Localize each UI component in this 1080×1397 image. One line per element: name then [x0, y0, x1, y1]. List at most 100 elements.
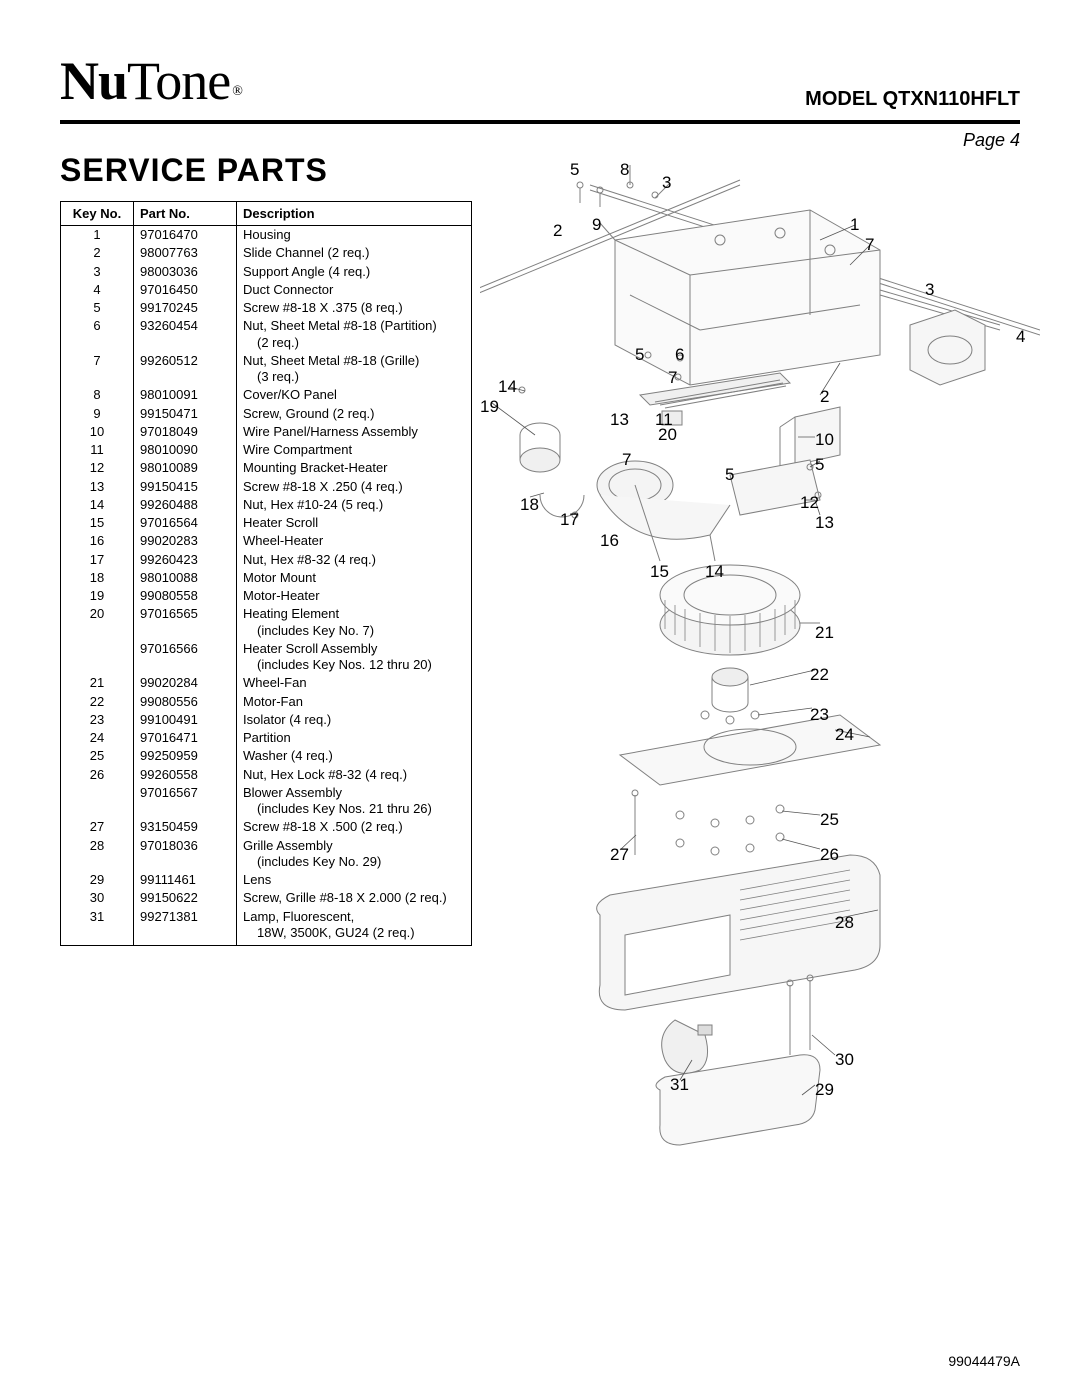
callout-number: 7: [622, 450, 631, 470]
cell-key: 31: [61, 908, 134, 946]
cell-key: 28: [61, 837, 134, 872]
callout-number: 5: [635, 345, 644, 365]
table-row: 398003036Support Angle (4 req.): [61, 263, 471, 281]
cell-key: 14: [61, 496, 134, 514]
cell-part: 99150622: [134, 889, 237, 907]
cell-desc-sub: (includes Key No. 29): [243, 854, 465, 870]
cell-desc: Nut, Hex Lock #8-32 (4 req.): [237, 766, 472, 784]
callout-number: 20: [658, 425, 677, 445]
callout-number: 25: [820, 810, 839, 830]
callout-number: 7: [668, 368, 677, 388]
cell-key: 26: [61, 766, 134, 784]
cell-part: 99250959: [134, 747, 237, 765]
table-row: 1298010089Mounting Bracket-Heater: [61, 459, 471, 477]
cell-part: 97016470: [134, 226, 237, 245]
callout-number: 4: [1016, 327, 1025, 347]
table-row: 97016567Blower Assembly(includes Key Nos…: [61, 784, 471, 819]
cell-key: 3: [61, 263, 134, 281]
cell-key: 22: [61, 693, 134, 711]
brand-bold: Nu: [60, 50, 127, 112]
cell-desc-sub: (3 req.): [243, 369, 465, 385]
cell-key: 4: [61, 281, 134, 299]
document-id: 99044479A: [948, 1353, 1020, 1369]
cell-key: 23: [61, 711, 134, 729]
cell-desc: Lamp, Fluorescent,18W, 3500K, GU24 (2 re…: [237, 908, 472, 946]
callout-number: 24: [835, 725, 854, 745]
cell-desc-sub: 18W, 3500K, GU24 (2 req.): [243, 925, 465, 941]
table-row: 2897018036Grille Assembly(includes Key N…: [61, 837, 471, 872]
callout-number: 31: [670, 1075, 689, 1095]
cell-desc: Nut, Sheet Metal #8-18 (Grille)(3 req.): [237, 352, 472, 387]
callout-number: 12: [800, 493, 819, 513]
table-row: 1799260423Nut, Hex #8-32 (4 req.): [61, 551, 471, 569]
cell-key: 25: [61, 747, 134, 765]
doc-title: Service Parts: [60, 152, 328, 189]
callout-number: 5: [815, 455, 824, 475]
cell-desc: Nut, Hex #10-24 (5 req.): [237, 496, 472, 514]
cell-key: 2: [61, 244, 134, 262]
cell-key: 30: [61, 889, 134, 907]
callout-number: 1: [850, 215, 859, 235]
cell-key: 10: [61, 423, 134, 441]
cell-key: [61, 784, 134, 819]
table-row: 197016470Housing: [61, 226, 471, 245]
cell-part: 98003036: [134, 263, 237, 281]
table-row: 898010091Cover/KO Panel: [61, 386, 471, 404]
callout-number: 5: [570, 160, 579, 180]
callout-number: 28: [835, 913, 854, 933]
cell-key: 21: [61, 674, 134, 692]
table-row: 1399150415Screw #8-18 X .250 (4 req.): [61, 478, 471, 496]
table-row: 693260454Nut, Sheet Metal #8-18 (Partiti…: [61, 317, 471, 352]
callout-number: 15: [650, 562, 669, 582]
callout-number: 23: [810, 705, 829, 725]
brand-reg: ®: [232, 84, 242, 100]
cell-key: 20: [61, 605, 134, 640]
table-row: 3199271381Lamp, Fluorescent,18W, 3500K, …: [61, 908, 471, 946]
col-key: Key No.: [61, 202, 134, 226]
callout-number: 5: [725, 465, 734, 485]
page: NuTone® MODEL QTXN110HFLT Page 4 Service…: [0, 0, 1080, 1397]
cell-desc: Cover/KO Panel: [237, 386, 472, 404]
callout-number: 2: [820, 387, 829, 407]
callout-number: 8: [620, 160, 629, 180]
brand-light: Tone: [127, 50, 230, 112]
cell-key: 9: [61, 405, 134, 423]
cell-key: 29: [61, 871, 134, 889]
cell-part: 97016564: [134, 514, 237, 532]
callout-number: 3: [662, 173, 671, 193]
cell-part: 99260423: [134, 551, 237, 569]
cell-desc: Nut, Sheet Metal #8-18 (Partition)(2 req…: [237, 317, 472, 352]
cell-desc: Heating Element(includes Key No. 7): [237, 605, 472, 640]
cell-desc-sub: (2 req.): [243, 335, 465, 351]
cell-part: 99150471: [134, 405, 237, 423]
cell-key: 6: [61, 317, 134, 352]
cell-part: 99080558: [134, 587, 237, 605]
cell-desc: Partition: [237, 729, 472, 747]
cell-key: 27: [61, 818, 134, 836]
table-row: 799260512Nut, Sheet Metal #8-18 (Grille)…: [61, 352, 471, 387]
callout-number: 10: [815, 430, 834, 450]
table-row: 1499260488Nut, Hex #10-24 (5 req.): [61, 496, 471, 514]
cell-desc: Motor-Fan: [237, 693, 472, 711]
table-row: 1699020283Wheel-Heater: [61, 532, 471, 550]
cell-desc: Screw, Ground (2 req.): [237, 405, 472, 423]
cell-key: 7: [61, 352, 134, 387]
cell-desc: Screw #8-18 X .500 (2 req.): [237, 818, 472, 836]
cell-desc-sub: (includes Key No. 7): [243, 623, 465, 639]
cell-part: 93150459: [134, 818, 237, 836]
cell-key: 1: [61, 226, 134, 245]
table-row: 1097018049Wire Panel/Harness Assembly: [61, 423, 471, 441]
callout-number: 21: [815, 623, 834, 643]
header-rule: [60, 120, 1020, 124]
table-row: 2793150459Screw #8-18 X .500 (2 req.): [61, 818, 471, 836]
cell-part: 98007763: [134, 244, 237, 262]
cell-desc: Washer (4 req.): [237, 747, 472, 765]
table-row: 2299080556Motor-Fan: [61, 693, 471, 711]
callout-number: 14: [498, 377, 517, 397]
cell-part: 99260512: [134, 352, 237, 387]
callout-number: 19: [480, 397, 499, 417]
cell-desc: Wire Panel/Harness Assembly: [237, 423, 472, 441]
cell-desc: Support Angle (4 req.): [237, 263, 472, 281]
callout-number: 17: [560, 510, 579, 530]
callout-number: 3: [925, 280, 934, 300]
